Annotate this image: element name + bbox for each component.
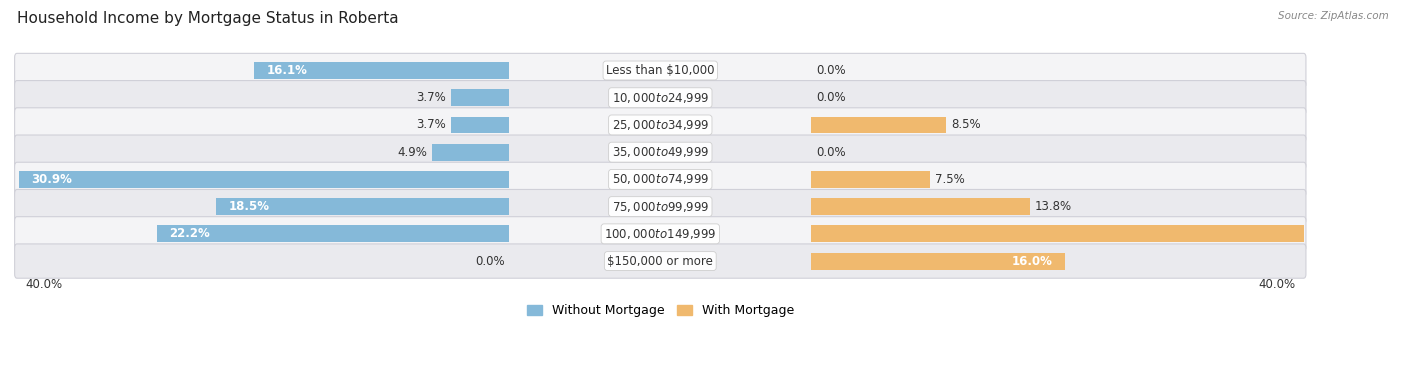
Text: 8.5%: 8.5% bbox=[950, 118, 980, 132]
Bar bbox=[451, 89, 509, 106]
Bar bbox=[811, 116, 946, 133]
Text: $35,000 to $49,999: $35,000 to $49,999 bbox=[612, 145, 709, 159]
Bar bbox=[811, 253, 1066, 270]
Text: 7.5%: 7.5% bbox=[935, 173, 965, 186]
Text: 38.3%: 38.3% bbox=[1365, 227, 1406, 240]
Text: 22.2%: 22.2% bbox=[170, 227, 211, 240]
Text: Source: ZipAtlas.com: Source: ZipAtlas.com bbox=[1278, 11, 1389, 21]
Bar bbox=[432, 144, 509, 161]
FancyBboxPatch shape bbox=[14, 189, 1306, 224]
FancyBboxPatch shape bbox=[14, 162, 1306, 197]
Text: 0.0%: 0.0% bbox=[815, 91, 845, 104]
Text: 16.1%: 16.1% bbox=[266, 64, 308, 77]
Text: 4.9%: 4.9% bbox=[396, 146, 427, 159]
Bar bbox=[811, 171, 931, 188]
FancyBboxPatch shape bbox=[14, 81, 1306, 115]
Text: 3.7%: 3.7% bbox=[416, 91, 446, 104]
Text: $75,000 to $99,999: $75,000 to $99,999 bbox=[612, 200, 709, 214]
Text: 0.0%: 0.0% bbox=[475, 254, 505, 268]
Bar bbox=[451, 116, 509, 133]
Bar bbox=[215, 198, 509, 215]
Text: 0.0%: 0.0% bbox=[815, 64, 845, 77]
Bar bbox=[811, 198, 1031, 215]
Text: 40.0%: 40.0% bbox=[25, 278, 62, 291]
Bar bbox=[18, 171, 509, 188]
Text: 16.0%: 16.0% bbox=[1012, 254, 1053, 268]
FancyBboxPatch shape bbox=[14, 217, 1306, 251]
Text: 13.8%: 13.8% bbox=[1035, 200, 1073, 213]
Text: $50,000 to $74,999: $50,000 to $74,999 bbox=[612, 172, 709, 186]
Text: Less than $10,000: Less than $10,000 bbox=[606, 64, 714, 77]
Text: $10,000 to $24,999: $10,000 to $24,999 bbox=[612, 91, 709, 105]
FancyBboxPatch shape bbox=[14, 244, 1306, 278]
FancyBboxPatch shape bbox=[14, 135, 1306, 169]
FancyBboxPatch shape bbox=[14, 53, 1306, 88]
Text: Household Income by Mortgage Status in Roberta: Household Income by Mortgage Status in R… bbox=[17, 11, 398, 26]
Text: 18.5%: 18.5% bbox=[228, 200, 270, 213]
Text: 40.0%: 40.0% bbox=[1258, 278, 1295, 291]
Text: $100,000 to $149,999: $100,000 to $149,999 bbox=[605, 227, 717, 241]
Text: 30.9%: 30.9% bbox=[31, 173, 72, 186]
Text: $25,000 to $34,999: $25,000 to $34,999 bbox=[612, 118, 709, 132]
Text: $150,000 or more: $150,000 or more bbox=[607, 254, 713, 268]
Bar bbox=[157, 225, 509, 242]
FancyBboxPatch shape bbox=[14, 108, 1306, 142]
Text: 0.0%: 0.0% bbox=[815, 146, 845, 159]
Bar bbox=[253, 62, 509, 79]
Text: 3.7%: 3.7% bbox=[416, 118, 446, 132]
Legend: Without Mortgage, With Mortgage: Without Mortgage, With Mortgage bbox=[522, 299, 799, 322]
Bar bbox=[811, 225, 1406, 242]
